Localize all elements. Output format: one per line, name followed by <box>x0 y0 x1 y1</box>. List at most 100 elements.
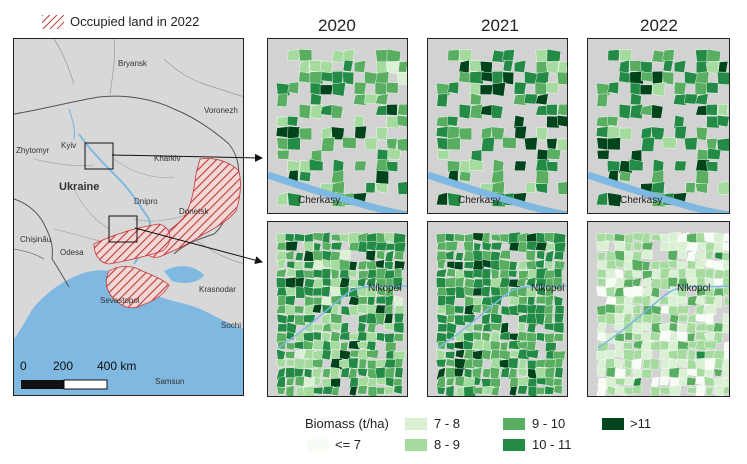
field-polygon <box>722 261 729 270</box>
field-polygon <box>722 312 729 324</box>
field-polygon <box>723 296 729 307</box>
field-polygon <box>694 82 709 96</box>
field-polygon <box>543 358 558 370</box>
field-polygon <box>394 367 404 379</box>
field-polygon <box>287 192 302 207</box>
field-polygon <box>553 251 564 261</box>
field-polygon <box>364 137 378 151</box>
field-polygon <box>348 357 359 369</box>
field-polygon <box>385 243 396 251</box>
field-polygon <box>358 296 368 305</box>
field-polygon <box>354 160 367 171</box>
field-polygon <box>624 367 633 377</box>
field-polygon <box>696 126 708 141</box>
field-polygon <box>659 376 670 386</box>
field-polygon <box>330 312 343 325</box>
field-polygon <box>723 348 729 360</box>
field-polygon <box>481 241 492 251</box>
field-polygon <box>491 169 504 184</box>
field-polygon <box>458 49 473 62</box>
field-polygon <box>554 367 564 379</box>
field-polygon <box>447 125 461 140</box>
field-polygon <box>437 259 446 270</box>
field-polygon <box>469 70 484 85</box>
field-polygon <box>607 49 621 62</box>
field-polygon <box>357 260 368 271</box>
field-polygon <box>623 342 634 351</box>
field-polygon <box>618 127 633 141</box>
field-polygon <box>463 261 475 270</box>
field-polygon <box>525 250 536 262</box>
field-polygon <box>462 314 476 324</box>
field-polygon <box>629 70 644 85</box>
field-polygon <box>706 82 719 94</box>
field-polygon <box>299 103 311 120</box>
year-title-2022: 2022 <box>640 16 678 35</box>
field-polygon <box>469 104 483 120</box>
field-polygon <box>536 332 545 342</box>
field-polygon <box>499 233 510 243</box>
field-polygon <box>330 323 342 332</box>
field-polygon <box>713 384 725 396</box>
field-polygon <box>445 377 455 386</box>
field-polygon <box>445 385 455 396</box>
field-polygon <box>650 376 660 388</box>
field-polygon <box>463 376 476 388</box>
black-sea <box>14 270 243 395</box>
field-polygon <box>514 160 527 171</box>
field-polygon <box>615 377 626 386</box>
field-polygon <box>641 349 653 360</box>
country-ukraine: Ukraine <box>59 181 100 193</box>
field-polygon <box>498 258 511 272</box>
field-polygon <box>687 368 699 377</box>
field-polygon <box>455 286 467 299</box>
city-sevastopol: Sevastopol <box>100 296 140 305</box>
legend-label-10-11: 10 - 11 <box>532 437 572 452</box>
field-polygon <box>650 304 662 316</box>
field-polygon <box>321 312 331 325</box>
field-polygon <box>294 305 305 314</box>
field-polygon <box>287 137 301 151</box>
field-polygon <box>662 136 677 149</box>
field-polygon <box>722 386 729 395</box>
field-polygon <box>446 314 456 323</box>
field-polygon <box>357 385 368 395</box>
field-polygon <box>695 322 707 332</box>
field-polygon <box>650 278 662 289</box>
field-polygon <box>554 260 566 271</box>
field-polygon <box>613 233 626 242</box>
field-polygon <box>385 60 400 74</box>
field-polygon <box>678 314 689 323</box>
label-nikopol: Nikopol <box>677 283 711 294</box>
field-polygon <box>705 259 715 269</box>
label-cherkasy: Cherkasy <box>458 195 501 206</box>
scale-label-200: 200 <box>53 359 74 373</box>
river <box>437 285 567 349</box>
field-polygon <box>384 385 395 395</box>
field-polygon <box>669 384 682 396</box>
occupied-land-label: Occupied land in 2022 <box>70 14 200 29</box>
field-polygon <box>397 181 407 195</box>
field-polygon <box>285 385 295 396</box>
field-polygon <box>472 331 482 341</box>
field-polygon <box>695 170 709 185</box>
legend-swatch-le7 <box>307 439 329 451</box>
field-polygon <box>376 332 385 342</box>
field-polygon <box>321 349 332 361</box>
field-polygon <box>287 49 301 62</box>
field-polygon <box>298 59 310 73</box>
field-polygon <box>705 313 714 326</box>
field-polygon <box>374 82 389 96</box>
field-polygon <box>393 333 404 342</box>
field-polygon <box>618 49 633 62</box>
field-polygon <box>339 331 351 341</box>
field-polygon <box>605 286 616 298</box>
field-polygon <box>658 296 670 305</box>
field-polygon <box>534 312 546 326</box>
field-polygon <box>446 321 457 334</box>
field-polygon <box>437 295 447 308</box>
field-polygon <box>619 103 631 120</box>
field-mosaic <box>435 231 567 396</box>
field-polygon <box>672 93 688 106</box>
field-polygon <box>722 269 729 280</box>
